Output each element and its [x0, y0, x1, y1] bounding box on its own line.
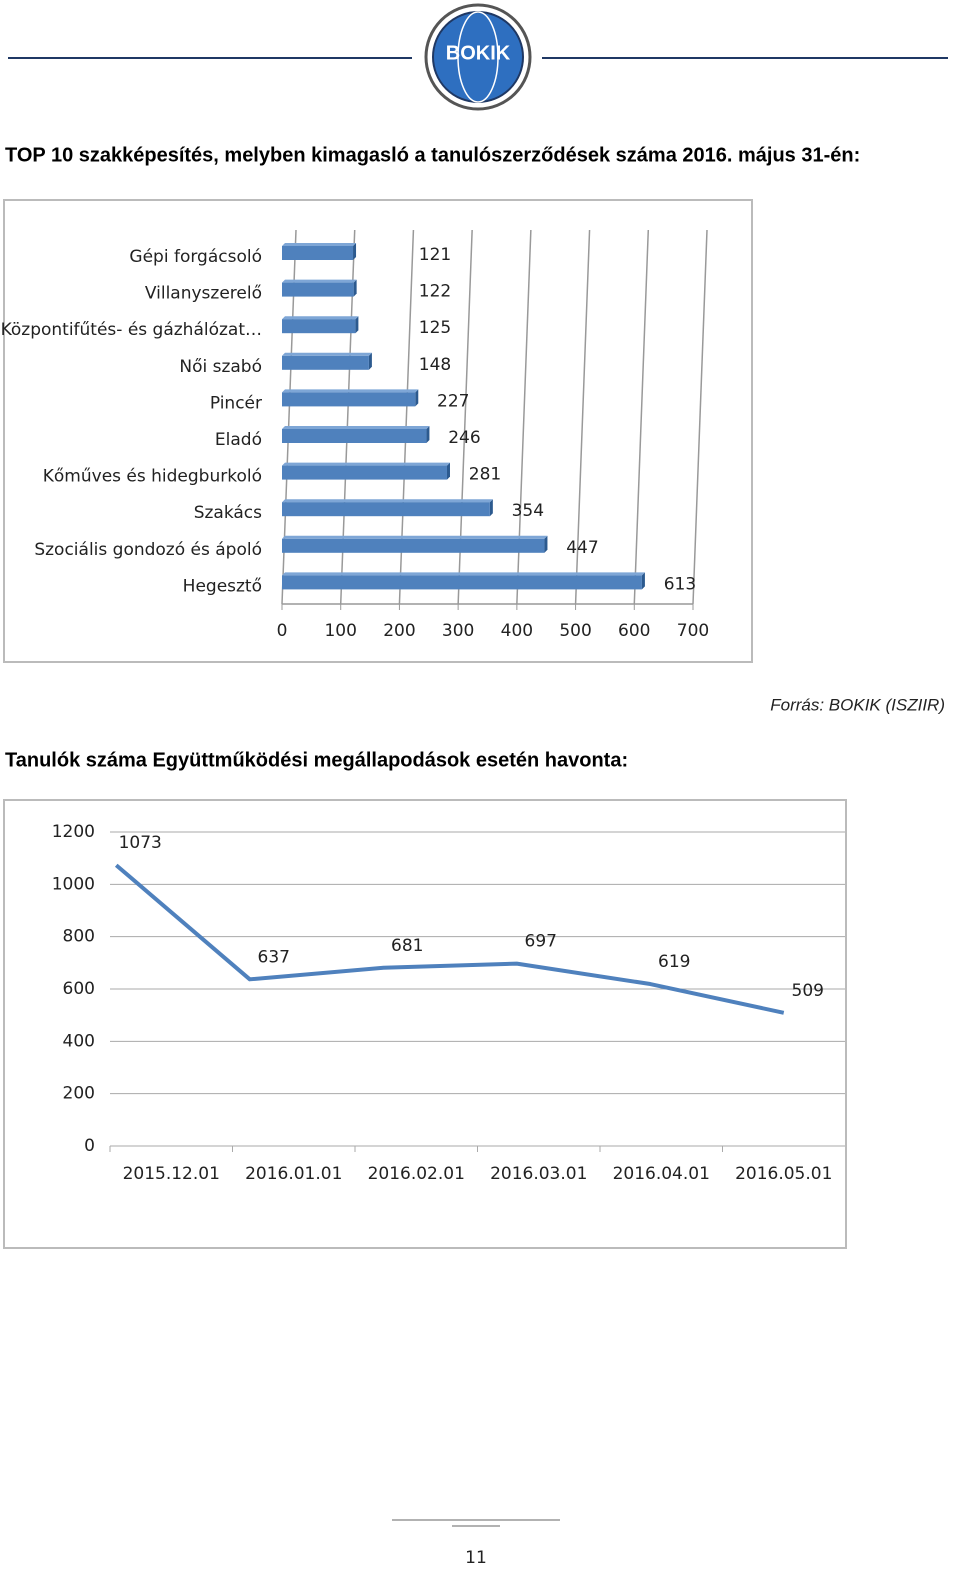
data-label: 246	[448, 428, 480, 448]
bar-side	[641, 572, 645, 590]
x-tick-label: 200	[383, 621, 415, 641]
bar-side	[544, 535, 548, 553]
x-tick-label: 2015.12.01	[123, 1164, 220, 1184]
bar-top	[282, 316, 359, 320]
data-label: 121	[419, 245, 451, 265]
data-label: 227	[437, 391, 469, 411]
y-tick-label: 0	[84, 1136, 95, 1156]
bar-side	[355, 316, 359, 334]
data-label: 509	[792, 981, 824, 1001]
bar	[282, 465, 447, 480]
bar-top	[282, 352, 372, 356]
x-tick-label: 2016.02.01	[368, 1164, 465, 1184]
source-note: Forrás: BOKIK (ISZIIR)	[770, 695, 945, 714]
x-tick-label: 2016.01.01	[245, 1164, 342, 1184]
logo-text: BOKIK	[446, 42, 511, 64]
x-tick-label: 500	[559, 621, 591, 641]
y-tick-label: Női szabó	[179, 357, 262, 377]
bar-side	[415, 389, 419, 407]
logo-meridian	[457, 11, 499, 103]
y-tick-label: 1200	[52, 822, 95, 842]
y-tick-label: Pincér	[210, 393, 262, 413]
y-tick-label: 400	[63, 1031, 95, 1051]
y-tick-label: Eladó	[215, 430, 262, 450]
bar	[282, 429, 427, 443]
data-label: 281	[469, 465, 501, 485]
bar	[282, 575, 642, 590]
bar-top	[282, 279, 357, 283]
x-tick-label: 400	[501, 621, 533, 641]
y-tick-label: Kőműves és hidegburkoló	[43, 467, 262, 487]
data-label: 619	[658, 952, 690, 972]
y-tick-label: Szakács	[194, 503, 262, 523]
chart-frame	[3, 799, 847, 1249]
data-label: 681	[391, 936, 423, 956]
data-label: 637	[258, 947, 290, 967]
bar-top	[282, 243, 357, 246]
y-tick-label: Központifűtés- és gázhálózat…	[1, 320, 262, 340]
y-tick-label: Villanyszerelő	[145, 284, 262, 304]
x-tick-label: 600	[618, 621, 650, 641]
x-tick-label: 700	[677, 621, 709, 641]
x-tick-label: 2016.05.01	[735, 1164, 832, 1184]
bar-side	[353, 243, 357, 260]
bar	[282, 502, 490, 517]
y-tick-label: Szociális gondozó és ápoló	[34, 540, 262, 560]
y-tick-label: 600	[63, 979, 95, 999]
y-tick-label: 1000	[52, 874, 95, 894]
x-tick-label: 0	[277, 621, 288, 641]
data-label: 354	[512, 501, 544, 521]
line	[114, 863, 785, 1015]
y-tick-label: 800	[63, 927, 95, 947]
data-label: 613	[664, 574, 696, 594]
bar-top	[282, 499, 493, 503]
page-number: 11	[465, 1548, 487, 1568]
bar-top	[282, 426, 430, 429]
grid-line	[633, 229, 650, 605]
data-label: 1073	[119, 833, 162, 853]
bar-top	[282, 462, 450, 466]
bar-top	[282, 389, 419, 393]
grid-line	[692, 229, 708, 605]
y-tick-label: Gépi forgácsoló	[129, 247, 262, 267]
bar-top	[282, 535, 548, 539]
data-label: 447	[566, 538, 598, 558]
x-tick-label: 300	[442, 621, 474, 641]
heading: TOP 10 szakképesítés, melyben kimagasló …	[5, 144, 860, 166]
bar-side	[368, 352, 372, 370]
bar-top	[282, 572, 645, 576]
data-label: 125	[419, 318, 451, 338]
bar	[282, 355, 369, 370]
bar	[282, 538, 545, 553]
bar	[282, 246, 354, 260]
x-tick-label: 100	[324, 621, 356, 641]
y-tick-label: 200	[63, 1084, 95, 1104]
bar-side	[446, 462, 450, 480]
bar	[282, 319, 356, 334]
x-tick-label: 2016.04.01	[613, 1164, 710, 1184]
bar-side	[489, 499, 493, 517]
x-tick-label: 2016.03.01	[490, 1164, 587, 1184]
heading: Tanulók száma Együttműködési megállapodá…	[5, 749, 628, 771]
bar-side	[426, 426, 430, 443]
y-tick-label: Hegesztő	[183, 576, 262, 596]
bar	[282, 392, 416, 407]
data-label: 148	[419, 355, 451, 375]
bar-side	[353, 279, 357, 297]
data-label: 697	[525, 932, 557, 952]
grid-line	[574, 229, 591, 605]
data-label: 122	[419, 282, 451, 302]
bar	[282, 282, 354, 297]
